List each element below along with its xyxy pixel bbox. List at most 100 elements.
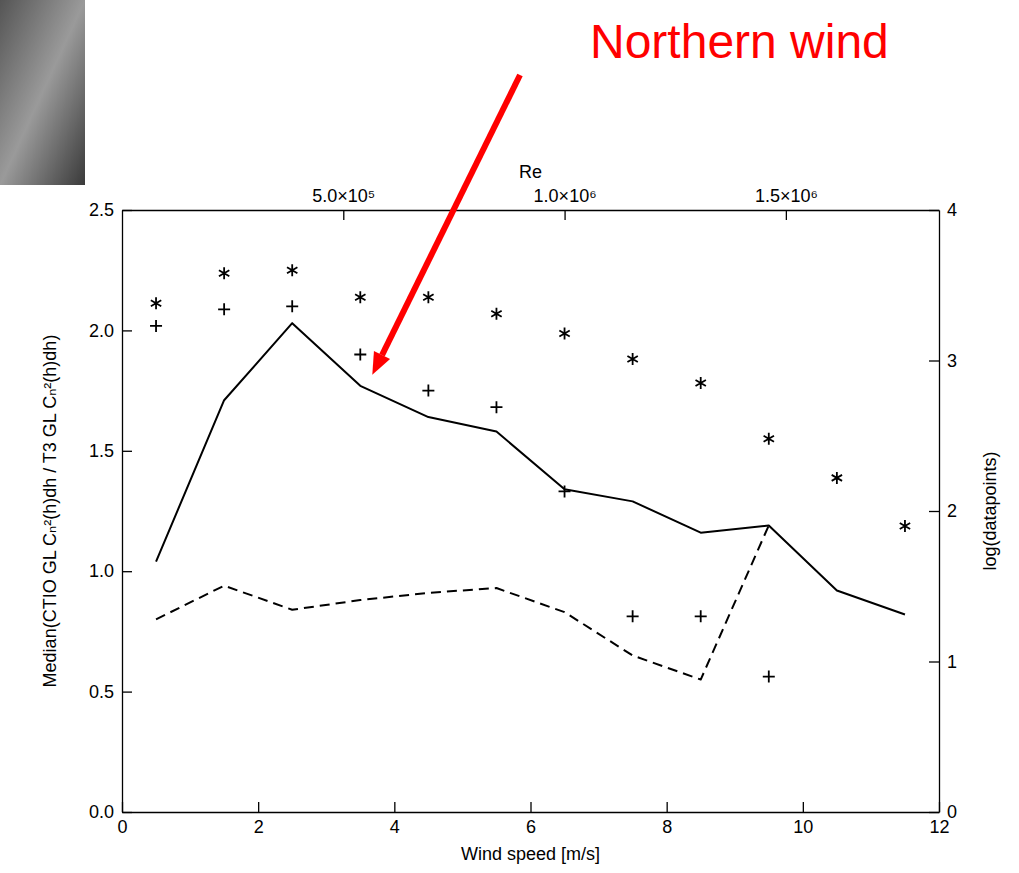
tick: 8 <box>662 802 672 837</box>
tick-label: 6 <box>526 817 536 837</box>
tick-label: 8 <box>662 817 672 837</box>
tick: 2.0 <box>89 321 132 341</box>
tick-mark <box>667 802 668 812</box>
tick: 6 <box>526 802 536 837</box>
marker-asterisk <box>559 327 569 339</box>
tick-mark <box>122 451 132 452</box>
axis-line <box>939 211 940 813</box>
marker-plus <box>490 401 502 413</box>
tick: 10 <box>793 802 813 837</box>
annotation-text: Northern wind <box>590 15 889 68</box>
tick-mark <box>929 360 939 361</box>
marker-asterisk <box>900 520 910 532</box>
y-axis-title: Median(CTIO GL Cₙ²(h)dh / T3 GL Cₙ²(h)dh… <box>40 335 60 688</box>
tick-label: 5.0×10⁵ <box>312 186 375 206</box>
marker-asterisk <box>423 291 433 303</box>
tick: 4 <box>390 802 400 837</box>
tick-label: 1.0 <box>89 561 114 581</box>
tick-label: 4 <box>947 200 957 220</box>
marker-plus <box>559 485 571 497</box>
tick-label: 0.5 <box>89 682 114 702</box>
tick: 1 <box>929 652 957 672</box>
tick: 1.5×10⁶ <box>755 186 818 220</box>
x-axis: 024681012 <box>117 802 949 837</box>
marker-asterisk <box>219 267 229 279</box>
marker-plus <box>354 348 366 360</box>
tick-mark <box>122 812 132 813</box>
tick: 1.5 <box>89 441 132 461</box>
tick-mark <box>803 802 804 812</box>
tick-mark <box>564 210 565 220</box>
tick-mark <box>929 210 939 211</box>
marker-plus <box>695 610 707 622</box>
tick: 0.5 <box>89 682 132 702</box>
tick-mark <box>929 661 939 662</box>
tick-mark <box>530 802 531 812</box>
tick-mark <box>122 571 132 572</box>
tick: 2.5 <box>89 200 132 220</box>
x-axis-title: Wind speed [m/s] <box>461 844 600 864</box>
axis-line <box>123 210 940 211</box>
y-axis: 0.0 0.5 1.0 1.5 2.0 2.5 <box>89 200 132 822</box>
tick-label: 1.5 <box>89 441 114 461</box>
tick-label: 2.5 <box>89 200 114 220</box>
annotation-arrow <box>382 75 520 355</box>
tick-label: 0 <box>117 817 127 837</box>
series-line <box>156 323 905 614</box>
marker-plus <box>422 385 434 397</box>
marker-plus <box>150 320 162 332</box>
tick: 5.0×10⁵ <box>312 186 375 220</box>
marker-plus <box>286 300 298 312</box>
annotation-arrowhead <box>372 351 390 375</box>
marker-plus <box>763 671 775 683</box>
marker-asterisk <box>627 353 637 365</box>
x2-axis: 5.0×10⁵ 1.0×10⁶ 1.5×10⁶ <box>123 186 940 220</box>
tick: 1.0×10⁶ <box>534 186 597 220</box>
tick-mark <box>343 210 344 220</box>
marker-plus <box>627 610 639 622</box>
tick-label: 4 <box>390 817 400 837</box>
tick: 0 <box>929 802 957 822</box>
marker-asterisk <box>764 433 774 445</box>
axis-line <box>123 812 940 813</box>
tick-label: 2.0 <box>89 321 114 341</box>
tick-label: 1.0×10⁶ <box>534 186 597 206</box>
tick-label: 2 <box>947 501 957 521</box>
y2-axis-title: log(datapoints) <box>980 451 1000 570</box>
tick-mark <box>258 802 259 812</box>
tick-label: 0.0 <box>89 802 114 822</box>
tick-label: 2 <box>254 817 264 837</box>
tick: 2 <box>929 501 957 521</box>
marker-asterisk <box>491 308 501 320</box>
x2-axis-title: Re <box>519 162 542 182</box>
tick: 1.0 <box>89 561 132 581</box>
tick-mark <box>122 210 132 211</box>
marker-asterisk <box>151 297 161 309</box>
marker-asterisk <box>287 264 297 276</box>
series-line <box>156 525 769 679</box>
chart-svg: 0246810125.0×10⁵1.0×10⁶1.5×10⁶0.00.51.01… <box>0 0 1019 873</box>
tick: 3 <box>929 351 957 371</box>
tick-label: 1.5×10⁶ <box>755 186 818 206</box>
tick: 4 <box>929 200 957 220</box>
tick-mark <box>122 691 132 692</box>
tick-label: 1 <box>947 652 957 672</box>
tick-mark <box>929 511 939 512</box>
marker-asterisk <box>355 291 365 303</box>
marker-asterisk <box>696 377 706 389</box>
tick-mark <box>929 812 939 813</box>
tick-mark <box>394 802 395 812</box>
tick-mark <box>122 330 132 331</box>
y2-axis: 0 1 2 3 4 <box>929 200 957 822</box>
tick-label: 0 <box>947 802 957 822</box>
plot-area <box>150 264 910 682</box>
tick-label: 3 <box>947 351 957 371</box>
photo-background <box>0 0 85 185</box>
marker-asterisk <box>832 472 842 484</box>
tick-mark <box>786 210 787 220</box>
tick-label: 10 <box>793 817 813 837</box>
tick: 0.0 <box>89 802 132 822</box>
tick: 2 <box>254 802 264 837</box>
marker-plus <box>218 303 230 315</box>
axis-line <box>122 211 123 813</box>
